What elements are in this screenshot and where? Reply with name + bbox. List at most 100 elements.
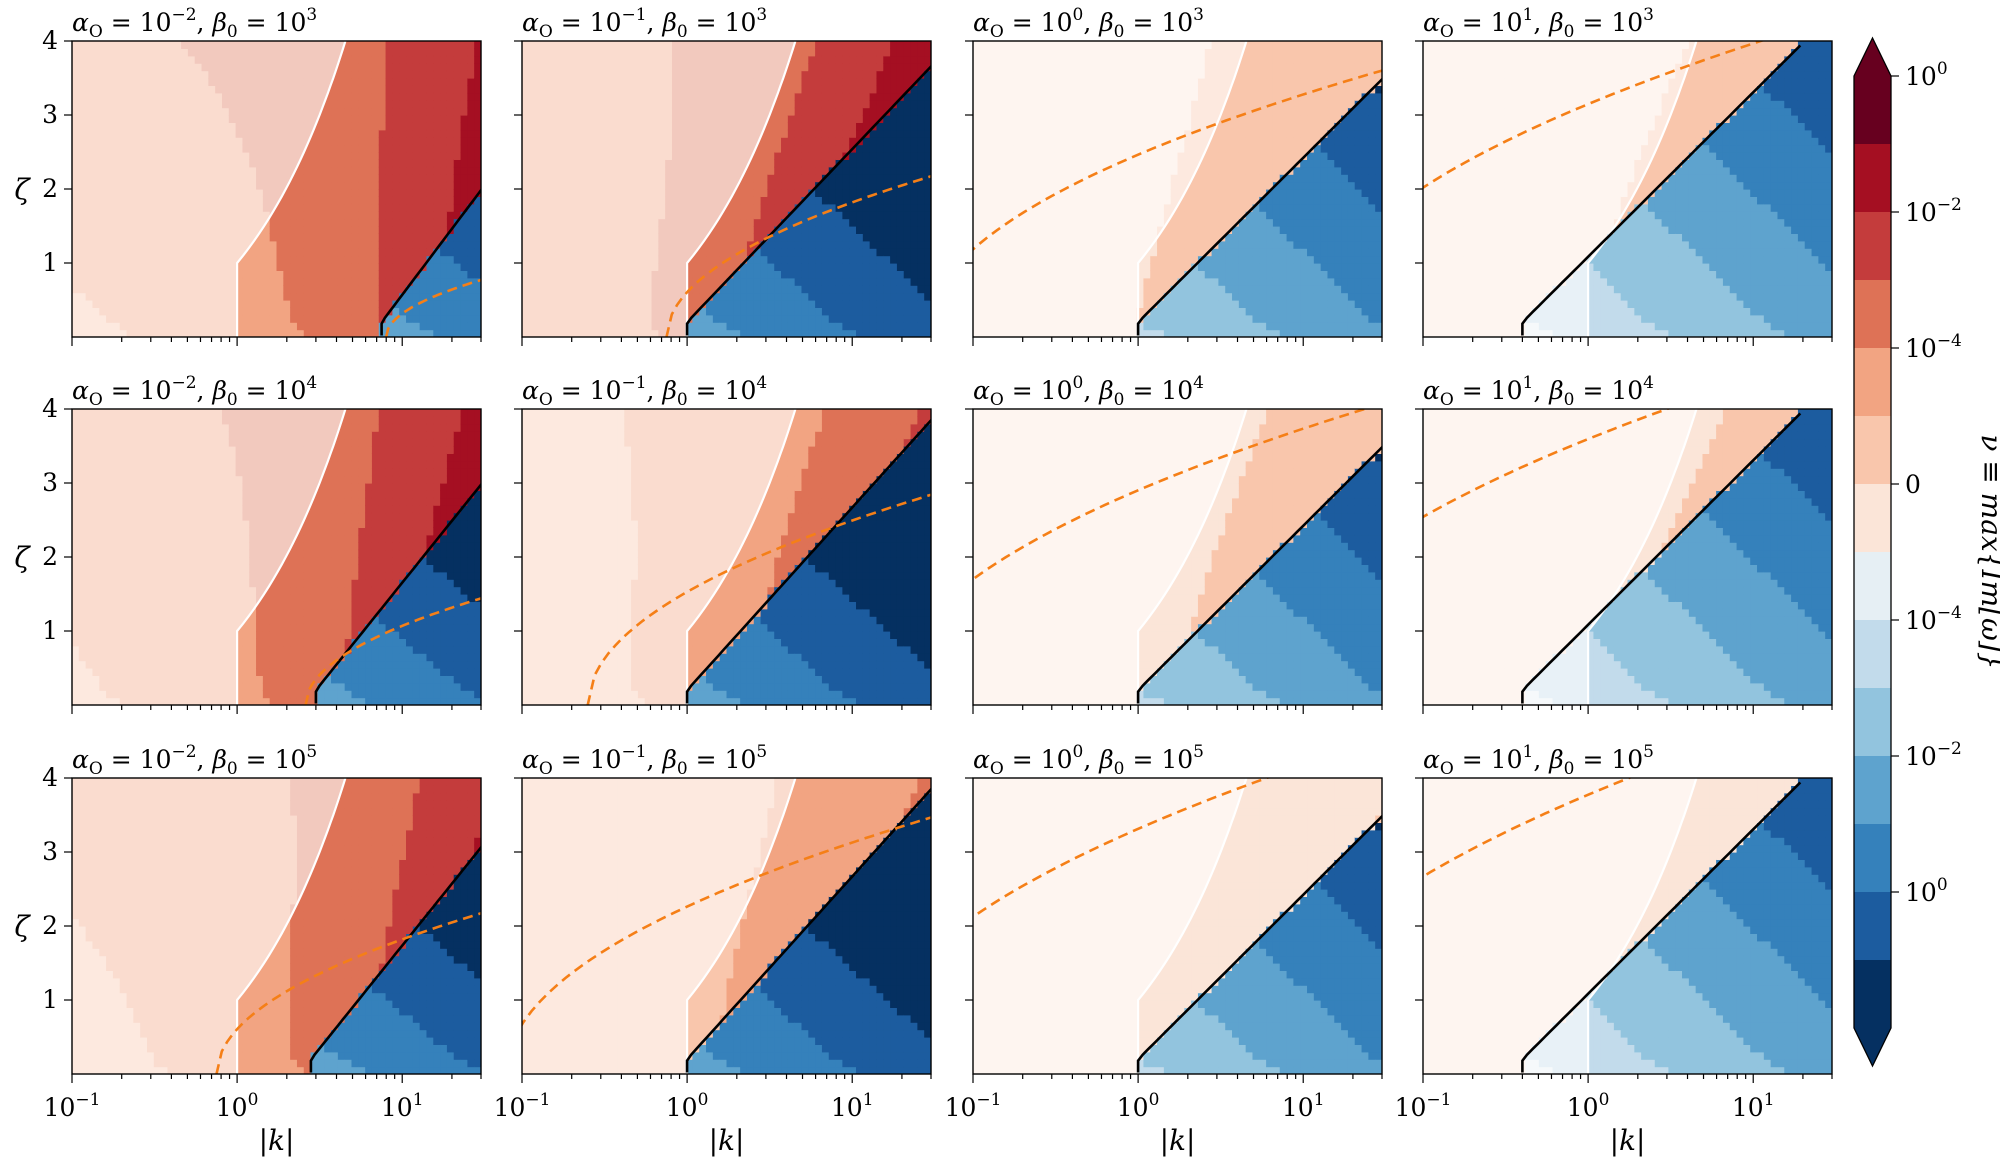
field-cell: [440, 174, 448, 183]
field-cell: [317, 218, 325, 227]
field-cell: [856, 55, 864, 64]
field-cell: [726, 240, 734, 249]
field-cell: [876, 314, 884, 323]
field-cell: [317, 159, 325, 168]
field-cell: [344, 196, 353, 205]
field-cell: [426, 115, 434, 123]
field-cell: [856, 300, 864, 308]
field-cell: [371, 307, 380, 316]
field-cell: [733, 226, 741, 234]
field-cell: [337, 144, 346, 153]
field-cell: [890, 270, 898, 279]
field-cell: [242, 300, 250, 308]
field-cell: [440, 203, 448, 212]
field-cell: [842, 329, 850, 337]
field-cell: [317, 122, 325, 131]
field-cell: [460, 55, 468, 64]
field-cell: [419, 329, 428, 337]
field-cell: [385, 85, 393, 94]
field-cell: [862, 181, 871, 190]
field-cell: [385, 48, 393, 57]
panel-2: αO = 10−1, β0 = 103: [514, 5, 932, 346]
field-cell: [890, 144, 898, 153]
field-cell: [324, 129, 332, 138]
field-cell: [351, 107, 359, 116]
field-cell: [849, 218, 857, 227]
field-cell: [337, 233, 346, 242]
field-cell: [235, 285, 244, 294]
field-cell: [406, 129, 414, 138]
field-cell: [924, 63, 931, 72]
field-cell: [815, 307, 823, 316]
field-cell: [910, 63, 918, 72]
field-cell: [862, 307, 871, 316]
field-cell: [760, 329, 768, 337]
field-cell: [412, 255, 421, 264]
field-cell: [440, 196, 448, 205]
field-cell: [365, 285, 373, 294]
field-cell: [726, 292, 734, 301]
field-cell: [378, 78, 387, 86]
field-cell: [310, 285, 318, 294]
field-cell: [835, 166, 843, 175]
field-cell: [821, 55, 830, 64]
field-cell: [862, 115, 871, 123]
field-cell: [378, 115, 387, 123]
field-cell: [358, 159, 366, 168]
field-cell: [801, 300, 809, 308]
field-cell: [903, 203, 912, 212]
field-cell: [910, 107, 918, 116]
field-cell: [324, 159, 332, 168]
field-cell: [917, 63, 925, 72]
field-cell: [317, 233, 325, 242]
field-cell: [924, 92, 931, 101]
field-cell: [787, 203, 796, 212]
field-cell: [760, 322, 768, 331]
field-cell: [924, 285, 931, 294]
field-cell: [753, 322, 762, 331]
field-cell: [392, 203, 400, 212]
field-cell: [460, 322, 468, 331]
field-cell: [453, 277, 462, 286]
field-cell: [419, 115, 428, 123]
field-cell: [883, 92, 891, 101]
field-cell: [794, 233, 803, 242]
field-cell: [474, 314, 481, 323]
field-cell: [910, 270, 918, 279]
field-cell: [474, 129, 481, 138]
field-cell: [801, 152, 809, 160]
field-cell: [344, 137, 353, 146]
field-cell: [419, 107, 428, 116]
field-cell: [337, 329, 346, 337]
field-cell: [344, 85, 353, 94]
field-cell: [917, 144, 925, 153]
field-cell: [862, 203, 871, 212]
field-cell: [808, 92, 816, 101]
field-cell: [903, 255, 912, 264]
field-cell: [235, 292, 244, 301]
field-cell: [896, 322, 905, 331]
field-cell: [460, 48, 468, 57]
field-cell: [371, 322, 380, 331]
field-cell: [283, 300, 291, 308]
y-tick-label: 1: [42, 248, 58, 277]
field-cell: [446, 137, 455, 146]
field-cell: [351, 307, 359, 316]
field-cell: [426, 122, 434, 131]
field-cell: [828, 100, 837, 109]
field-cell: [290, 285, 298, 294]
field-cell: [351, 100, 359, 109]
field-cell: [828, 174, 837, 183]
field-cell: [269, 233, 278, 242]
field-cell: [453, 174, 462, 183]
field-cell: [787, 292, 796, 301]
field-cell: [733, 300, 741, 308]
field-cell: [467, 78, 475, 86]
field-cell: [296, 211, 305, 220]
field-cell: [365, 129, 373, 138]
field-cell: [358, 129, 366, 138]
field-cell: [787, 240, 796, 249]
field-cell: [903, 70, 912, 79]
field-cell: [440, 129, 448, 138]
field-cell: [869, 270, 878, 279]
